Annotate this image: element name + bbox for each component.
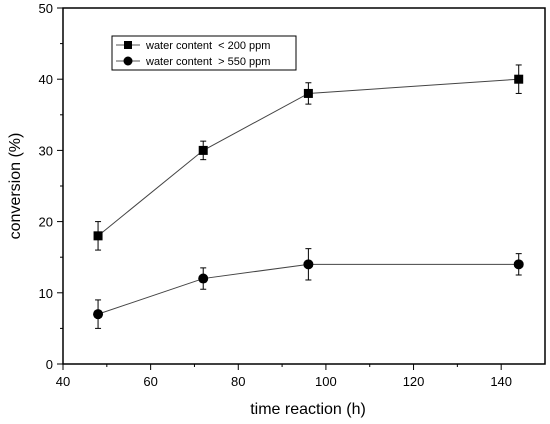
data-point-circle: [198, 273, 209, 284]
legend: water content < 200 ppm water content > …: [111, 35, 297, 71]
axes: 40 60 80 100 120 140 0 10 20 30 40 50: [39, 1, 546, 389]
series-layer: [93, 64, 524, 329]
legend-label-series-1: water content < 200 ppm: [145, 40, 270, 52]
y-tick-label: 0: [46, 357, 53, 372]
legend-marker-series-2: [123, 56, 133, 66]
series-2: [93, 248, 524, 329]
y-tick-label: 20: [39, 215, 53, 230]
legend-box: [111, 35, 297, 71]
y-tick-label: 40: [39, 72, 53, 87]
x-axis-title: time reaction (h): [250, 401, 366, 418]
data-point-square: [198, 145, 208, 155]
data-point-square: [93, 231, 103, 241]
series-1-line: [97, 78, 519, 237]
x-tick-label: 120: [403, 374, 425, 389]
data-point-circle: [513, 259, 524, 270]
y-tick-label: 10: [39, 286, 53, 301]
series-2-line: [97, 263, 519, 315]
y-tick-label: 30: [39, 143, 53, 158]
x-tick-label: 40: [56, 374, 70, 389]
series-1: [93, 64, 524, 251]
legend-label-series-2: water content > 550 ppm: [145, 56, 270, 68]
x-tick-label: 60: [143, 374, 157, 389]
y-axis-title: conversion (%): [7, 133, 24, 240]
x-tick-label: 100: [315, 374, 337, 389]
data-point-circle: [93, 309, 104, 320]
legend-marker-series-1: [124, 41, 132, 49]
x-tick-label: 80: [231, 374, 245, 389]
x-tick-label: 140: [490, 374, 512, 389]
data-point-square: [303, 88, 313, 98]
y-tick-label: 50: [39, 1, 53, 16]
data-point-circle: [303, 259, 314, 270]
data-point-square: [514, 74, 524, 84]
